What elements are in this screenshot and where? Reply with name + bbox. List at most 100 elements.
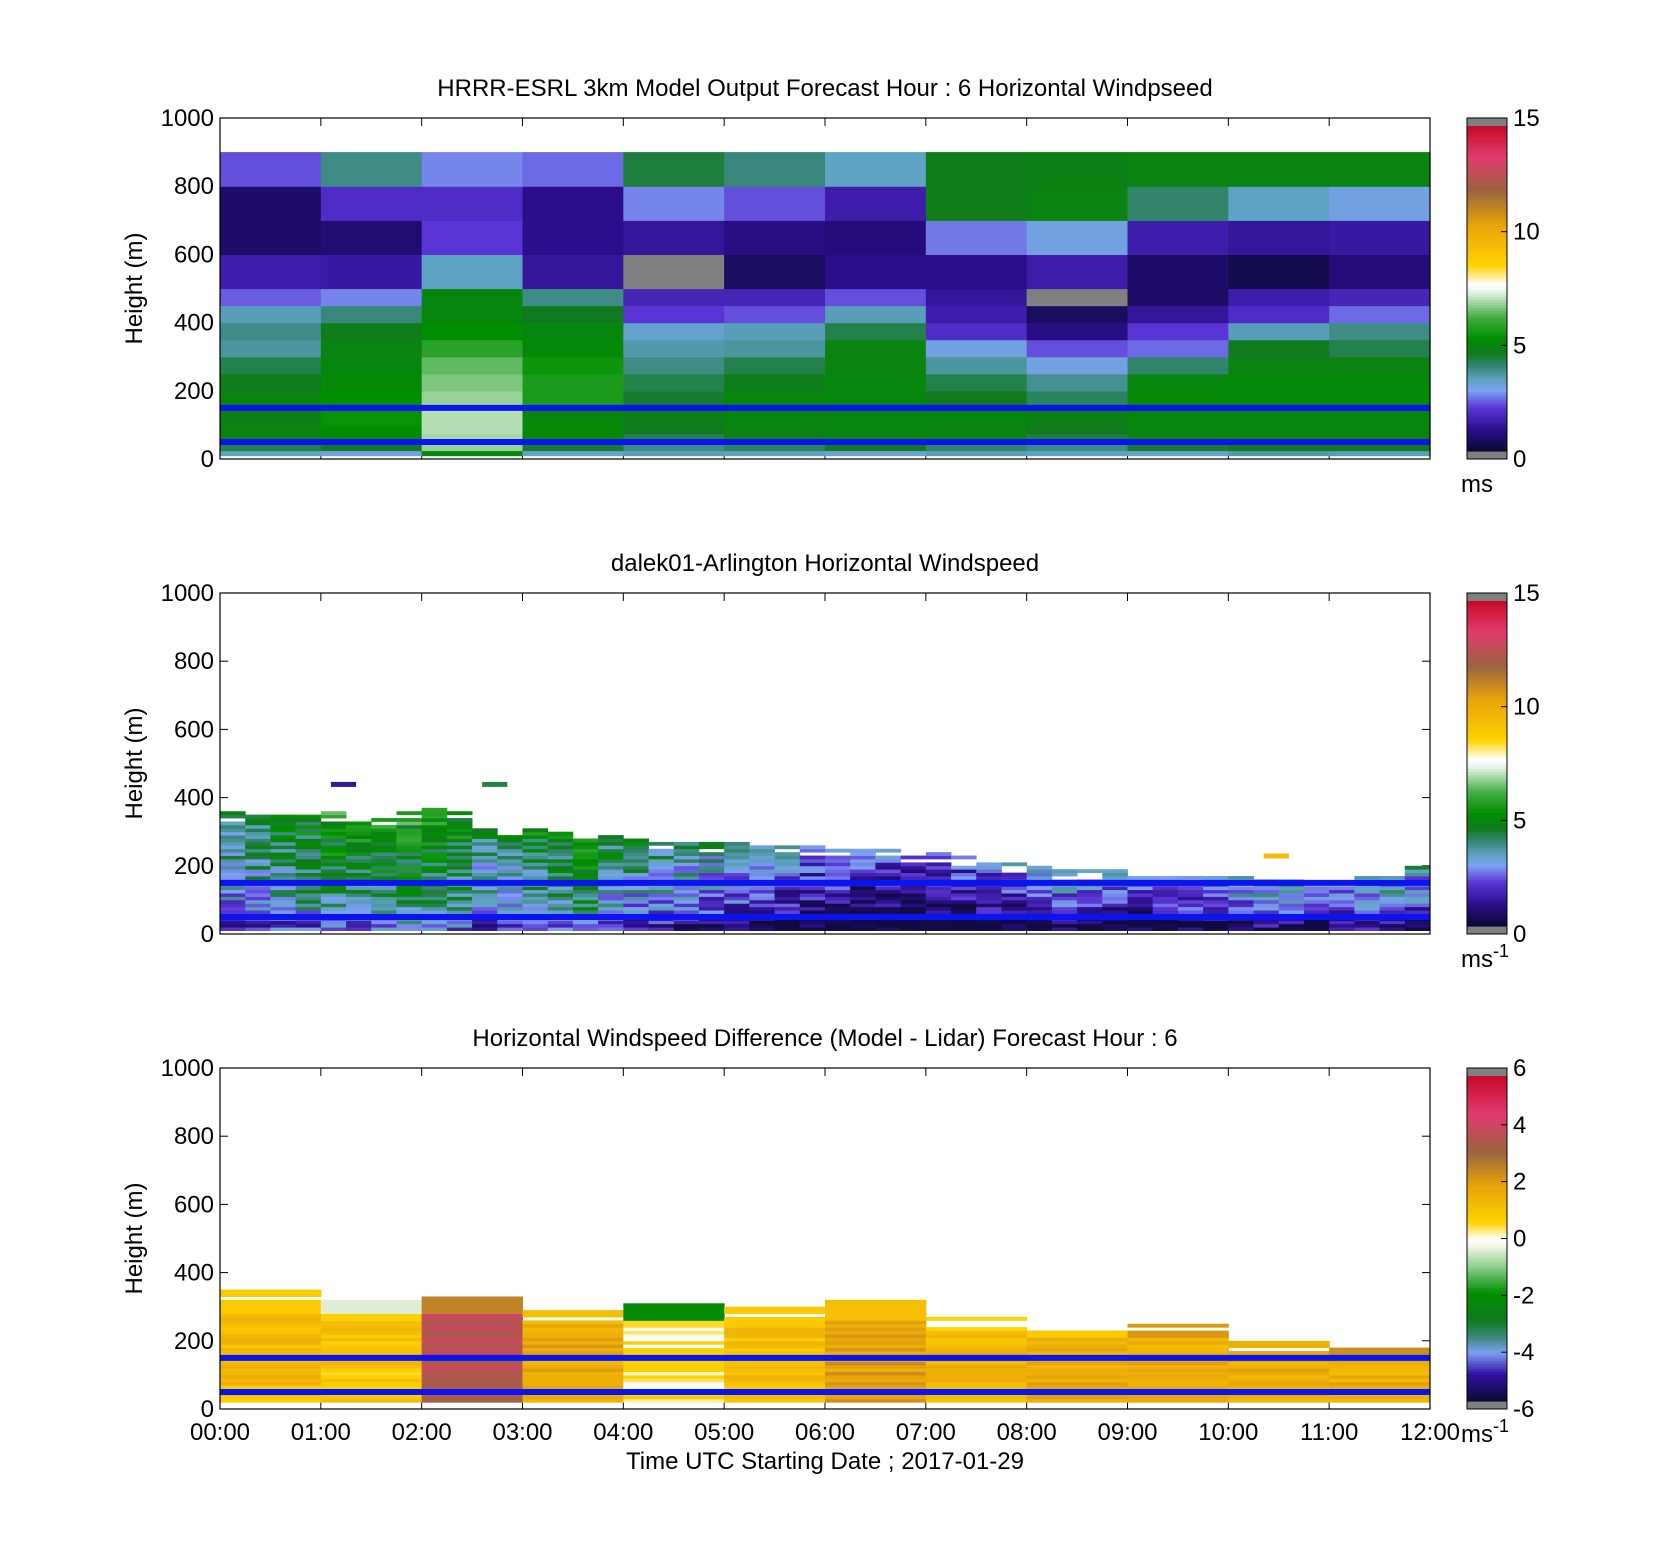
colorbar-swatch (1467, 448, 1507, 452)
range-gate (421, 841, 448, 846)
range-gate (623, 855, 649, 860)
colorbar-swatch (1467, 418, 1507, 422)
colorbar-swatch (1467, 622, 1507, 626)
range-gate (1127, 896, 1154, 901)
colorbar-swatch (1467, 242, 1507, 246)
colorbar-swatch (1467, 855, 1507, 859)
colorbar-swatch (1467, 655, 1507, 659)
range-gate (774, 927, 801, 931)
colorbar-swatch (1467, 404, 1507, 409)
range-gate (1404, 872, 1431, 877)
range-gate (547, 927, 574, 931)
range-gate (1379, 896, 1406, 901)
range-gate (648, 906, 675, 911)
range-gate (648, 927, 675, 931)
range-gate (572, 910, 599, 914)
range-gate (976, 910, 1002, 914)
difference-cell (1026, 1381, 1128, 1386)
plot-frame (219, 1067, 1431, 1410)
heatmap-cell (1127, 407, 1229, 426)
difference-cell (220, 1381, 322, 1386)
range-gate (522, 828, 549, 833)
difference-cell (522, 1368, 624, 1372)
range-gate (850, 893, 876, 897)
difference-cell (623, 1340, 725, 1345)
colorbar-swatch (1467, 380, 1507, 384)
difference-cell (421, 1368, 523, 1372)
range-gate (446, 923, 473, 928)
range-gate (799, 906, 826, 911)
colorbar-tick-label: 5 (1513, 807, 1526, 834)
x-tick-label: 07:00 (896, 1419, 956, 1446)
range-gate (598, 841, 624, 846)
heatmap-cell (421, 152, 524, 187)
range-gate (497, 835, 523, 839)
heatmap-cell (1228, 254, 1330, 290)
range-gate (371, 889, 397, 894)
range-gate (245, 818, 271, 822)
difference-cell (320, 1340, 423, 1345)
range-gate (421, 831, 448, 836)
colorbar-swatch (1467, 668, 1507, 673)
range-gate (598, 889, 624, 894)
range-gate (1102, 899, 1128, 904)
x-axis-label: Time UTC Starting Date ; 2017-01-29 (626, 1448, 1024, 1475)
range-gate (396, 855, 423, 860)
x-tick-label: 00:00 (190, 1419, 250, 1446)
colorbar-swatch (1467, 212, 1507, 216)
difference-cell (724, 1316, 826, 1321)
range-gate (598, 886, 624, 891)
difference-cell (825, 1344, 927, 1349)
difference-cell (220, 1364, 322, 1369)
difference-cell (925, 1368, 1028, 1372)
range-gate (346, 841, 372, 846)
range-gate (396, 889, 423, 894)
colorbar-swatch (1467, 812, 1507, 816)
colorbar-swatch (1467, 717, 1507, 721)
range-gate (900, 927, 927, 931)
range-gate (346, 893, 372, 897)
range-gate (497, 858, 523, 863)
colorbar-swatch (1467, 676, 1507, 681)
colorbar-swatch (1467, 1089, 1507, 1093)
range-gate (522, 865, 549, 870)
range-gate (648, 848, 675, 853)
difference-cell (220, 1340, 322, 1345)
colorbar-swatch (1467, 1200, 1507, 1204)
range-gate (724, 872, 750, 877)
range-gate (648, 903, 675, 908)
colorbar-swatch (1467, 820, 1507, 824)
range-gate (1404, 889, 1431, 894)
colorbar-swatch (1467, 442, 1507, 447)
y-axis-label: Height (m) (121, 1182, 148, 1294)
range-gate (346, 862, 372, 867)
colorbar-swatch (1467, 728, 1507, 732)
difference-cell (925, 1340, 1028, 1345)
colorbar-swatch (1467, 1105, 1507, 1110)
x-tick-label: 05:00 (694, 1419, 754, 1446)
range-gate (1102, 906, 1128, 911)
colorbar-swatch (1467, 758, 1507, 762)
colorbar-swatch (1467, 749, 1507, 754)
colorbar-swatch (1467, 277, 1507, 281)
heatmap-cell (522, 407, 624, 426)
range-gate (951, 896, 977, 901)
range-gate (396, 838, 423, 843)
difference-cell (825, 1361, 927, 1366)
range-gate (346, 927, 372, 931)
range-gate (976, 869, 1002, 874)
heatmap-cell (925, 441, 1028, 452)
colorbar-swatch (1467, 264, 1507, 268)
colorbar-swatch (1467, 839, 1507, 843)
range-gate (396, 899, 423, 904)
range-gate (1278, 927, 1305, 931)
colorbar-swatch (1467, 339, 1507, 344)
range-gate (446, 899, 473, 904)
range-gate (270, 893, 297, 897)
range-gate (875, 889, 902, 894)
difference-cell (925, 1337, 1028, 1342)
range-gate (698, 889, 725, 894)
colorbar-swatch (1467, 256, 1507, 260)
y-tick-label: 400 (174, 785, 214, 812)
